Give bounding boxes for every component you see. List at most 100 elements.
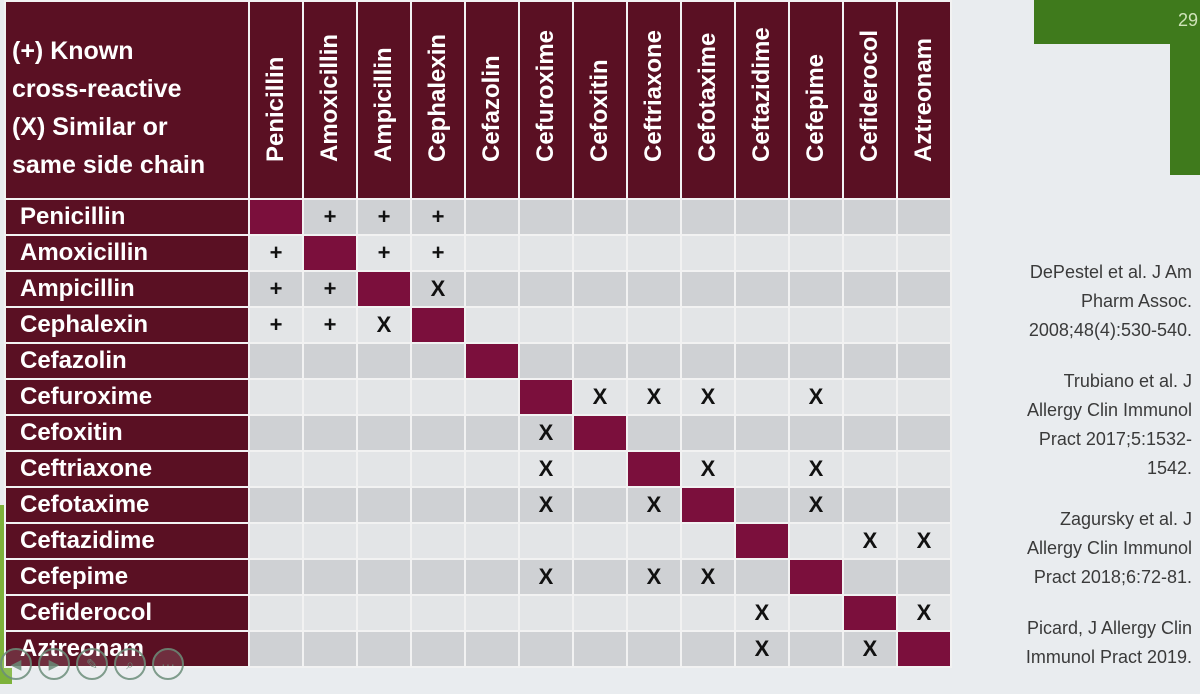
matrix-cell <box>734 558 790 596</box>
reference-line: Pract 2018;6:72-81. <box>1033 567 1192 587</box>
matrix-cell <box>680 234 736 272</box>
matrix-cell <box>464 378 520 416</box>
matrix-cell-mark: + <box>356 234 412 272</box>
column-header-label: Ceftazidime <box>748 27 775 162</box>
matrix-cell <box>572 342 628 380</box>
matrix-cell <box>518 594 574 632</box>
diagonal-cell <box>734 522 790 560</box>
table-body: Penicillin + + + Amoxicillin + + + Ampicillin + + X… <box>4 198 952 668</box>
matrix-cell-mark: X <box>626 378 682 416</box>
row-header: Penicillin <box>4 198 250 236</box>
matrix-cell <box>734 378 790 416</box>
matrix-cell-mark: X <box>788 486 844 524</box>
matrix-cell <box>572 270 628 308</box>
table-row: Ampicillin + + X <box>4 270 952 308</box>
matrix-cell <box>248 450 304 488</box>
matrix-cell <box>572 234 628 272</box>
column-header-label: Cefazolin <box>478 55 505 162</box>
matrix-cell <box>680 306 736 344</box>
matrix-cell <box>518 306 574 344</box>
matrix-cell <box>302 522 358 560</box>
matrix-cell-mark: X <box>680 558 736 596</box>
matrix-cell-mark: X <box>410 270 466 308</box>
matrix-cell <box>464 450 520 488</box>
matrix-cell <box>896 306 952 344</box>
row-header: Ampicillin <box>4 270 250 308</box>
matrix-cell <box>680 594 736 632</box>
matrix-cell <box>410 486 466 524</box>
matrix-cell-mark: X <box>356 306 412 344</box>
matrix-cell-mark: + <box>302 306 358 344</box>
reference-citation: Trubiano et al. J Allergy Clin Immunol Pra… <box>982 367 1192 483</box>
column-header: Amoxicillin <box>302 0 358 200</box>
matrix-cell-mark: + <box>248 270 304 308</box>
table-row: Cefiderocol X X <box>4 594 952 632</box>
matrix-cell <box>356 486 412 524</box>
matrix-cell <box>788 306 844 344</box>
matrix-cell-mark: X <box>896 522 952 560</box>
matrix-cell <box>788 270 844 308</box>
matrix-cell-mark: X <box>734 630 790 668</box>
matrix-cell <box>572 486 628 524</box>
matrix-cell <box>302 414 358 452</box>
reference-citation: Picard, J Allergy Clin Immunol Pract 2019… <box>982 614 1192 672</box>
matrix-cell <box>410 378 466 416</box>
pen-icon[interactable]: ✎ <box>76 648 108 680</box>
table-row: Penicillin + + + <box>4 198 952 236</box>
column-header: Cefoxitin <box>572 0 628 200</box>
matrix-cell <box>626 594 682 632</box>
matrix-cell-mark: X <box>518 558 574 596</box>
matrix-cell <box>518 198 574 236</box>
reference-line: Trubiano et al. J <box>1063 371 1192 391</box>
matrix-cell <box>518 270 574 308</box>
table-row: Ceftriaxone X X X <box>4 450 952 488</box>
previous-slide-icon[interactable]: ◀ <box>0 648 32 680</box>
matrix-cell <box>302 558 358 596</box>
column-header-label: Cefoxitin <box>586 59 613 162</box>
column-header: Cefotaxime <box>680 0 736 200</box>
matrix-cell <box>734 306 790 344</box>
matrix-cell-mark: X <box>842 522 898 560</box>
matrix-cell-mark: X <box>518 486 574 524</box>
matrix-cell <box>896 414 952 452</box>
matrix-cell <box>518 342 574 380</box>
zoom-icon[interactable]: ⌕ <box>114 648 146 680</box>
table-row: Amoxicillin + + + <box>4 234 952 272</box>
matrix-cell <box>734 414 790 452</box>
page-number: 29 <box>1178 10 1199 30</box>
matrix-cell-mark: X <box>734 594 790 632</box>
matrix-cell <box>896 450 952 488</box>
column-header-label: Cefepime <box>802 53 829 162</box>
reference-line: Immunol Pract 2019. <box>1025 647 1192 667</box>
matrix-cell <box>680 630 736 668</box>
column-header-row: (+) Known cross-reactive (X) Similar or … <box>4 0 952 200</box>
matrix-cell <box>896 558 952 596</box>
column-header: Cefepime <box>788 0 844 200</box>
matrix-cell <box>410 450 466 488</box>
matrix-cell <box>248 342 304 380</box>
legend-line: same side chain <box>12 151 206 179</box>
matrix-cell <box>464 558 520 596</box>
matrix-cell <box>302 342 358 380</box>
column-header-label: Cephalexin <box>424 33 451 162</box>
reference-line: Allergy Clin Immunol <box>1026 400 1192 420</box>
matrix-cell <box>680 270 736 308</box>
matrix-cell <box>410 594 466 632</box>
diagonal-cell <box>464 342 520 380</box>
row-header: Ceftazidime <box>4 522 250 560</box>
next-slide-icon[interactable]: ▶ <box>38 648 70 680</box>
column-header: Ceftazidime <box>734 0 790 200</box>
column-header-label: Amoxicillin <box>316 33 343 162</box>
matrix-cell <box>842 558 898 596</box>
matrix-cell <box>734 450 790 488</box>
column-header-label: Aztreonam <box>910 37 937 162</box>
matrix-cell <box>572 594 628 632</box>
reference-line: 1542. <box>1146 458 1192 478</box>
matrix-cell <box>464 270 520 308</box>
matrix-cell-mark: X <box>896 594 952 632</box>
matrix-cell <box>410 414 466 452</box>
more-icon[interactable]: ··· <box>152 648 184 680</box>
matrix-cell <box>788 522 844 560</box>
matrix-cell <box>572 522 628 560</box>
matrix-cell <box>302 486 358 524</box>
